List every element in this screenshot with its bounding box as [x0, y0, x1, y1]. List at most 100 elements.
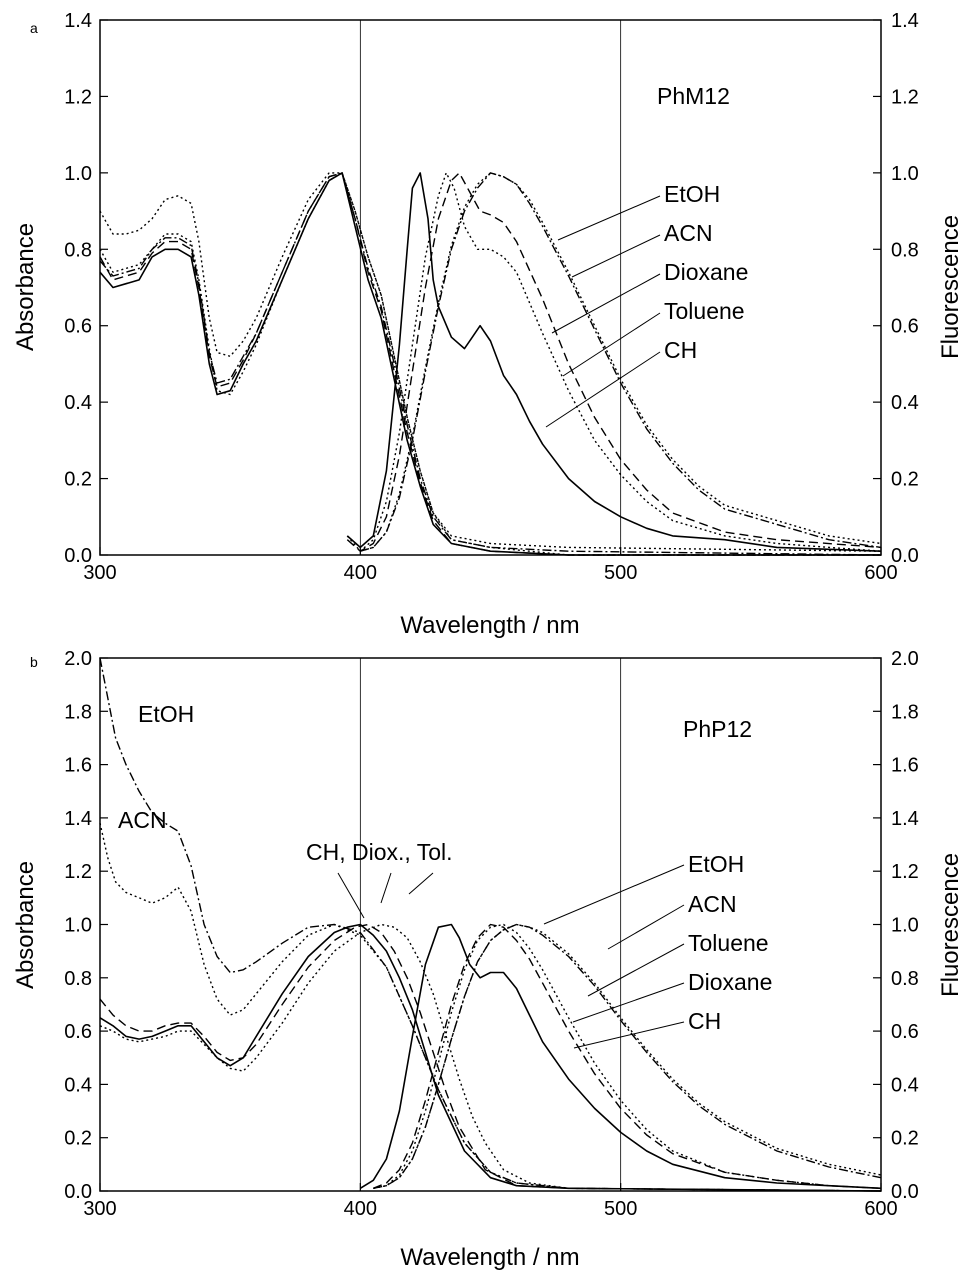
- panel-a-x-axis-title: Wavelength / nm: [400, 612, 579, 639]
- panel-b-y-tick-label-left-10: 2.0: [64, 648, 92, 670]
- panel-b-y-tick-label-right-1: 0.2: [891, 1128, 919, 1150]
- panel-b-series: [99, 657, 882, 1192]
- panel-a-y-axis-title-right: Fluorescence: [937, 215, 964, 359]
- panel-a-y-axis-title-left: Absorbance: [12, 223, 39, 351]
- panel-b-y-tick-label-left-7: 1.4: [64, 808, 92, 830]
- panel-b-fluorescence-series-5: [359, 923, 882, 1190]
- panel-b-leader-line-0: [543, 864, 685, 925]
- panel-b-leader-line-4: [573, 1021, 685, 1049]
- panel-a-legend-label-3: Toluene: [664, 298, 745, 324]
- panel-a-leader-line-2: [551, 273, 661, 334]
- panel-b-y-tick-label-left-0: 0.0: [64, 1181, 92, 1203]
- panel-a-y-tick-label-left-5: 1.0: [64, 163, 92, 185]
- panel-b-x-tick-label-3: 600: [864, 1198, 897, 1220]
- panel-a-x-tick-label-0: 300: [83, 562, 116, 584]
- panel-a-absorbance-series-0: [99, 172, 881, 556]
- panel-b-leader-line-2: [587, 943, 685, 997]
- panel-b-legend-label-1: ACN: [688, 891, 737, 917]
- panel-b-y-tick-label-right-0: 0.0: [891, 1181, 919, 1203]
- panel-b-fluorescence-series-7: [373, 923, 882, 1189]
- panel-b-annotation-leader-1: [380, 872, 392, 904]
- panel-b-absorbance-series-3: [99, 923, 882, 1192]
- panel-b-x-tick-label-2: 500: [604, 1198, 637, 1220]
- panel-b-annotation-ch-diox-tol: CH, Diox., Tol.: [306, 839, 453, 865]
- panel-b-y-tick-label-left-9: 1.8: [64, 701, 92, 723]
- panel-b-letter: b: [30, 654, 38, 670]
- panel-a-x-tick-label-1: 400: [344, 562, 377, 584]
- panel-b-y-axis-title-right: Fluorescence: [937, 853, 964, 997]
- panel-b-fluorescence-series-9: [373, 923, 882, 1189]
- panel-a-fluorescence-series-9: [360, 172, 882, 552]
- panel-b-y-tick-label-left-1: 0.2: [64, 1128, 92, 1150]
- panel-b-legend-label-3: Dioxane: [688, 969, 772, 995]
- panel-b-fluorescence-series-8: [373, 923, 882, 1189]
- panel-b-y-tick-label-left-3: 0.6: [64, 1021, 92, 1043]
- panel-b-y-tick-label-left-2: 0.4: [64, 1074, 92, 1096]
- panel-b-y-tick-label-left-5: 1.0: [64, 915, 92, 937]
- panel-a-y-tick-label-left-0: 0.0: [64, 545, 92, 567]
- panel-b-y-tick-label-right-3: 0.6: [891, 1021, 919, 1043]
- panel-b-absorbance-series-2: [99, 923, 882, 1192]
- panel-a-y-tick-label-right-1: 0.2: [891, 469, 919, 491]
- panel-b-y-tick-label-left-4: 0.8: [64, 968, 92, 990]
- panel-b-annotation-acn: ACN: [118, 807, 167, 833]
- panel-b-y-tick-label-left-8: 1.6: [64, 755, 92, 777]
- panel-a-leader-line-4: [545, 351, 661, 428]
- panel-b-y-tick-label-right-8: 1.6: [891, 755, 919, 777]
- panel-a-absorbance-series-1: [99, 172, 881, 556]
- panel-a-vertical-lines: [359, 20, 622, 555]
- panel-b-legend-label-4: CH: [688, 1008, 721, 1034]
- panel-b-x-tick-label-0: 300: [83, 1198, 116, 1220]
- panel-a-fluorescence-series-5: [346, 172, 882, 552]
- panel-a-absorbance-series-4: [99, 172, 882, 552]
- panel-a-y-tick-label-left-4: 0.8: [64, 239, 92, 261]
- panel-b-y-axis-title-left: Absorbance: [12, 861, 39, 989]
- panel-a-y-tick-label-right-0: 0.0: [891, 545, 919, 567]
- panel-b-fluorescence-series-6: [373, 923, 882, 1189]
- panel-b-legend-label-2: Toluene: [688, 930, 769, 956]
- panel-a-legend-label-1: ACN: [664, 220, 713, 246]
- panel-b-annotation-leader-0: [337, 872, 365, 919]
- panel-a-fluorescence-series-7: [346, 172, 882, 552]
- panel-a-absorbance-series-3: [99, 172, 882, 556]
- panel-b-x-tick-label-1: 400: [344, 1198, 377, 1220]
- panel-b-compound-label: PhP12: [683, 716, 752, 742]
- panel-a-absorbance-series-2: [99, 172, 881, 556]
- panel-a-x-tick-label-2: 500: [604, 562, 637, 584]
- panel-a-y-tick-label-right-7: 1.4: [891, 10, 919, 32]
- panel-a-y-tick-label-right-5: 1.0: [891, 163, 919, 185]
- panel-b-y-tick-label-right-2: 0.4: [891, 1074, 919, 1096]
- panel-a-y-tick-label-right-2: 0.4: [891, 392, 919, 414]
- panel-a-y-tick-label-left-3: 0.6: [64, 316, 92, 338]
- panel-b-y-tick-label-right-5: 1.0: [891, 915, 919, 937]
- panel-a-y-tick-label-right-6: 1.2: [891, 86, 919, 108]
- panel-b-x-axis-title: Wavelength / nm: [400, 1244, 579, 1271]
- panel-a-x-tick-label-3: 600: [864, 562, 897, 584]
- panel-b-legend-label-0: EtOH: [688, 851, 744, 877]
- panel-a-leader-line-0: [557, 195, 661, 241]
- panel-a-y-tick-label-left-6: 1.2: [64, 86, 92, 108]
- panel-b-annotation-etoh: EtOH: [138, 701, 194, 727]
- panel-b-y-tick-label-left-6: 1.2: [64, 861, 92, 883]
- panel-a-y-tick-label-right-3: 0.6: [891, 316, 919, 338]
- panel-a-y-tick-label-left-2: 0.4: [64, 392, 92, 414]
- panel-b-absorbance-series-1: [99, 823, 882, 1192]
- panel-b-y-tick-label-right-6: 1.2: [891, 861, 919, 883]
- panel-a-legend-label-2: Dioxane: [664, 259, 748, 285]
- panel-b-y-tick-label-right-4: 0.8: [891, 968, 919, 990]
- panel-b-leader-line-1: [607, 904, 685, 950]
- panel-b-leader-line-3: [572, 982, 685, 1023]
- panel-b-y-tick-label-right-10: 2.0: [891, 648, 919, 670]
- panel-a-leader-line-1: [571, 234, 661, 278]
- panel-a-legend-label-4: CH: [664, 337, 697, 363]
- panel-b-y-tick-label-right-9: 1.8: [891, 701, 919, 723]
- panel-a-y-tick-label-left-7: 1.4: [64, 10, 92, 32]
- panel-a-fluorescence-series-6: [346, 172, 882, 552]
- panel-a-leader-line-3: [562, 312, 661, 377]
- panel-a-letter: a: [30, 20, 38, 36]
- panel-a-series: [99, 172, 882, 556]
